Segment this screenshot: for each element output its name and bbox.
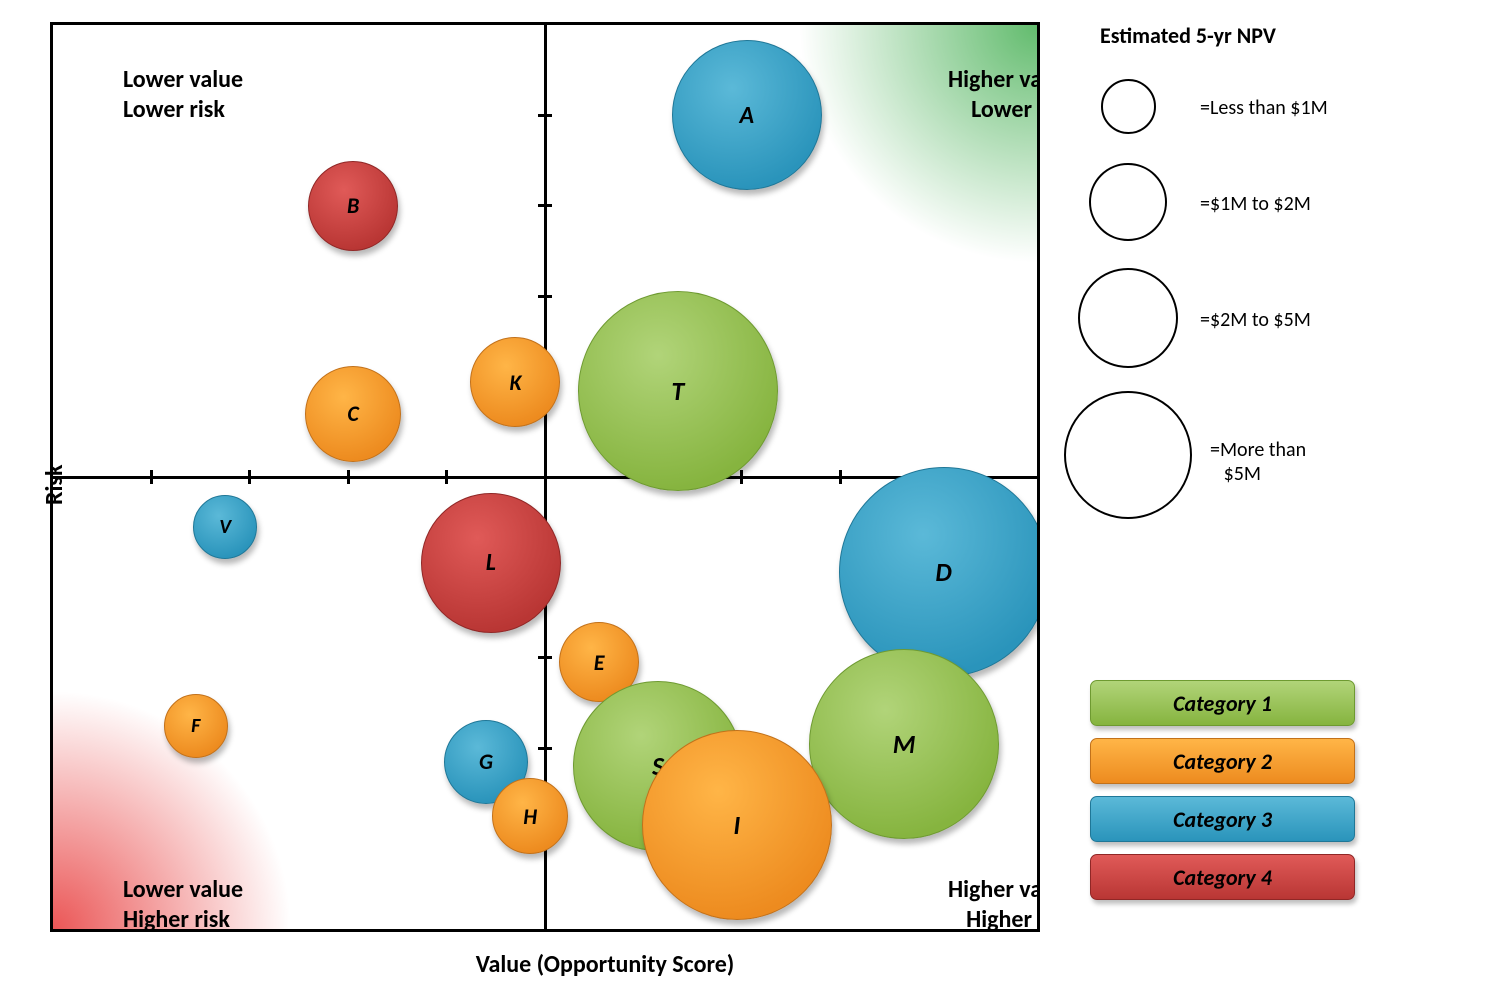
x-tick <box>150 470 153 484</box>
bubble-label: M <box>893 728 916 760</box>
bubble-label: D <box>935 556 951 588</box>
bubble-label: L <box>486 548 496 577</box>
plot-area: Lower value Lower risk Higher value Lower… <box>50 22 1040 932</box>
bubble-L: L <box>421 493 561 633</box>
bubble-K: K <box>470 337 560 427</box>
bubble-B: B <box>308 161 398 251</box>
x-tick <box>248 470 251 484</box>
bubble-label: I <box>733 809 740 841</box>
category-legend-label: Category 2 <box>1173 748 1272 775</box>
bubble-label: E <box>594 649 605 676</box>
category-legend-label: Category 3 <box>1173 806 1272 833</box>
x-tick <box>740 470 743 484</box>
bubble-label: A <box>739 101 754 130</box>
y-axis-title: Risk <box>40 465 69 506</box>
size-legend-label: =$1M to $2M <box>1200 192 1311 216</box>
bubble-label: K <box>509 369 521 396</box>
category-legend-cat4: Category 4 <box>1090 854 1355 900</box>
category-legend-cat2: Category 2 <box>1090 738 1355 784</box>
bubble-T: T <box>578 291 778 491</box>
bubble-C: C <box>305 366 401 462</box>
bubble-F: F <box>164 694 228 758</box>
size-legend-label: =$2M to $5M <box>1200 308 1311 332</box>
x-tick <box>445 470 448 484</box>
y-tick <box>538 295 552 298</box>
size-legend-circle <box>1089 163 1167 241</box>
bubble-I: I <box>642 730 832 920</box>
bubble-label: V <box>219 515 231 539</box>
quadrant-label-tr: Higher value Lower risk <box>903 65 1040 125</box>
corner-gradient-tr <box>797 25 1037 265</box>
size-legend-circle <box>1078 268 1178 368</box>
bubble-label: B <box>347 192 359 219</box>
category-legend-label: Category 1 <box>1173 690 1272 717</box>
y-tick <box>538 204 552 207</box>
x-axis-title: Value (Opportunity Score) <box>445 950 765 979</box>
x-tick <box>839 470 842 484</box>
category-legend-label: Category 4 <box>1173 864 1272 891</box>
category-legend-cat1: Category 1 <box>1090 680 1355 726</box>
size-legend-label: =Less than $1M <box>1200 96 1328 120</box>
bubble-label: G <box>479 748 493 775</box>
size-legend-circle <box>1101 79 1156 134</box>
x-tick <box>347 470 350 484</box>
quadrant-label-br: Higher value Higher risk <box>903 875 1040 932</box>
size-legend-label: =More than $5M <box>1210 438 1306 486</box>
quadrant-label-tl: Lower value Lower risk <box>123 65 243 125</box>
bubble-label: H <box>523 803 537 830</box>
y-tick <box>538 747 552 750</box>
bubble-V: V <box>193 495 257 559</box>
bubble-label: F <box>191 714 200 738</box>
bubble-H: H <box>492 778 568 854</box>
bubble-A: A <box>672 40 822 190</box>
bubble-label: C <box>347 400 358 427</box>
bubble-D: D <box>839 467 1040 677</box>
y-tick <box>538 656 552 659</box>
bubble-M: M <box>809 649 999 839</box>
size-legend-title: Estimated 5-yr NPV <box>1100 22 1276 49</box>
chart-stage: Lower value Lower risk Higher value Lower… <box>0 0 1501 1005</box>
bubble-label: T <box>671 375 684 407</box>
category-legend-cat3: Category 3 <box>1090 796 1355 842</box>
axis-horizontal <box>53 476 1037 479</box>
size-legend-circle <box>1064 391 1192 519</box>
quadrant-label-bl: Lower value Higher risk <box>123 875 243 932</box>
y-tick <box>538 114 552 117</box>
